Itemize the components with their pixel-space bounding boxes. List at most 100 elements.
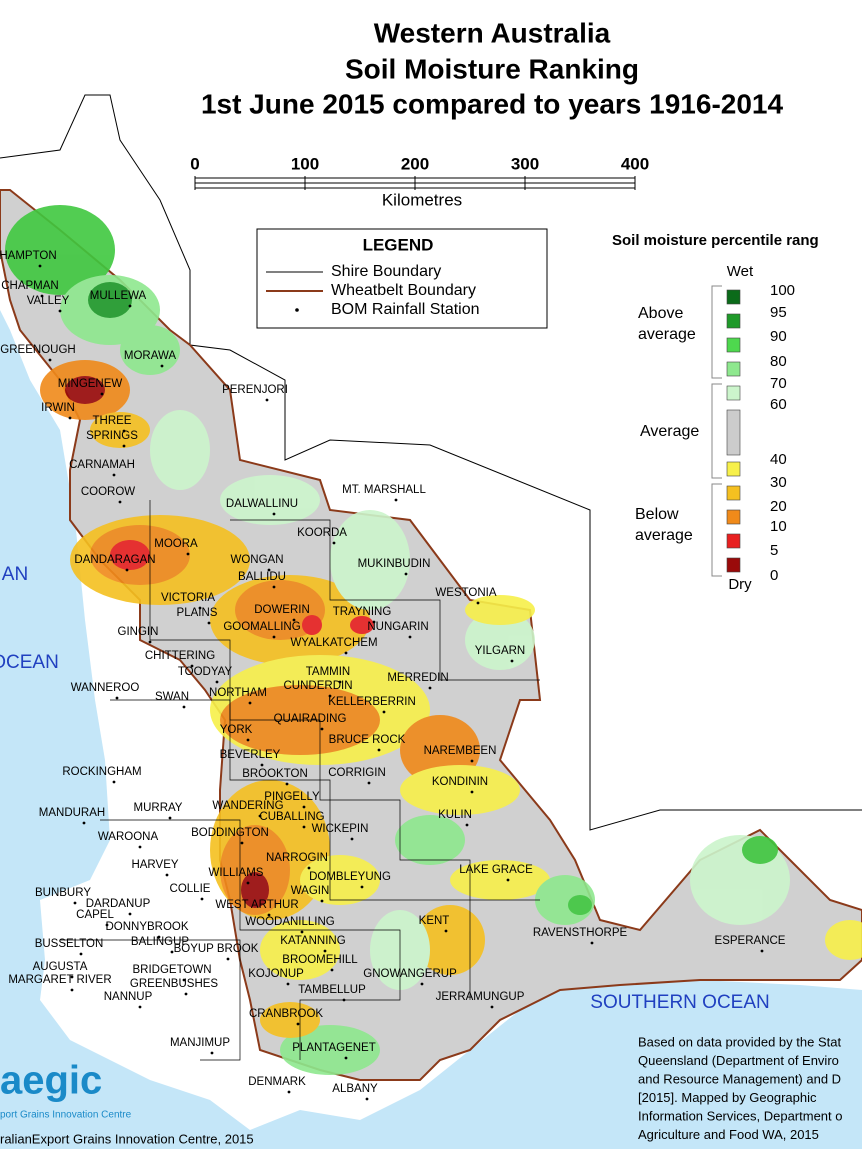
place-label: VICTORIA: [161, 592, 215, 604]
place-label: COOROW: [81, 486, 135, 498]
rainfall-station: [330, 968, 334, 972]
legend-item: Wheatbelt Boundary: [331, 282, 476, 299]
title-line: Western Australia: [374, 17, 611, 48]
rainfall-station: [342, 998, 346, 1002]
place-label: SPRINGS: [86, 430, 138, 442]
place-label: SWAN: [155, 691, 189, 703]
place-label: NANNUP: [104, 991, 153, 1003]
place-label: LAKE GRACE: [459, 864, 533, 876]
place-label: MERREDIN: [387, 672, 448, 684]
place-label: BEVERLEY: [220, 749, 281, 761]
place-label: WILLIAMS: [209, 867, 264, 879]
legend: LEGEND Shire Boundary Wheatbelt Boundary B…: [256, 228, 548, 329]
rainfall-station: [248, 701, 252, 705]
scale-segment: [194, 182, 306, 189]
rainfall-station: [186, 552, 190, 556]
rainfall-station: [590, 941, 594, 945]
scale-segment: [194, 177, 306, 184]
place-label: JERRAMUNGUP: [436, 991, 525, 1003]
dry-label: Dry: [728, 576, 752, 593]
place-label: QUAIRADING: [274, 713, 347, 725]
rainfall-station: [105, 923, 109, 927]
place-label: GOOMALLING: [223, 621, 300, 633]
rainfall-station: [246, 881, 250, 885]
rainfall-station: [70, 988, 74, 992]
percentile-value: 0: [770, 567, 778, 584]
percentile-title: Soil moisture percentile rang: [612, 232, 819, 249]
place-label: WAROONA: [98, 831, 159, 843]
scale-segment: [524, 177, 636, 184]
place-label: IRWIN: [41, 402, 75, 414]
rainfall-station: [115, 696, 119, 700]
credit: ralianExport Grains Innovation Centre, 2…: [0, 1131, 254, 1146]
percentile-value: 70: [770, 375, 787, 392]
percentile-legend: Soil moisture percentile rang Wet Dry 10…: [612, 232, 819, 593]
rainfall-station: [157, 935, 161, 939]
place-label: MARGARET RIVER: [8, 974, 111, 986]
place-label: WAGIN: [291, 885, 330, 897]
place-label: BOYUP BROOK: [174, 943, 259, 955]
place-label: GREENBUSHES: [130, 978, 219, 990]
title: Western Australia Soil Moisture Ranking …: [201, 17, 784, 119]
place-label: GREENOUGH: [0, 344, 75, 356]
place-label: ROCKINGHAM: [62, 766, 141, 778]
rainfall-station: [265, 398, 269, 402]
rainfall-station: [138, 1005, 142, 1009]
place-label: KULIN: [438, 809, 472, 821]
scale-tick-label: 200: [401, 154, 429, 173]
rainfall-station: [122, 429, 126, 433]
place-label: WANDERING: [212, 800, 283, 812]
rainfall-station: [190, 664, 194, 668]
rainfall-station: [267, 568, 271, 572]
place-label: CRANBROOK: [249, 1008, 323, 1020]
percentile-value: 95: [770, 304, 787, 321]
place-label: CARNAMAH: [69, 459, 135, 471]
place-label: CHAPMAN: [1, 280, 59, 292]
place-label: MORAWA: [124, 350, 177, 362]
place-label: CUBALLING: [259, 811, 324, 823]
note-line: and Resource Management) and D: [638, 1071, 841, 1086]
rainfall-station: [272, 635, 276, 639]
legend-item: Shire Boundary: [331, 263, 441, 280]
place-label: DARDANUP: [86, 898, 151, 910]
rainfall-station: [182, 705, 186, 709]
rainfall-station: [332, 541, 336, 545]
rainfall-station: [73, 901, 77, 905]
rainfall-station: [328, 694, 332, 698]
percentile-value: 40: [770, 451, 787, 468]
rainfall-station: [394, 498, 398, 502]
rainfall-station: [286, 982, 290, 986]
place-label: WESTONIA: [435, 587, 496, 599]
place-label: NARROGIN: [266, 852, 328, 864]
rainfall-station: [420, 982, 424, 986]
place-labels: HAMPTON CHAPMAN VALLEY MULLEWA GREENOUGH MORA…: [0, 250, 786, 1101]
place-label: BUSSELTON: [35, 938, 104, 950]
place-label: MT. MARSHALL: [342, 484, 426, 496]
rainfall-station: [490, 1005, 494, 1009]
rainfall-station: [444, 929, 448, 933]
place-label: AUGUSTA: [33, 961, 88, 973]
place-label: ALBANY: [332, 1083, 378, 1095]
rainfall-station: [350, 837, 354, 841]
percentile-group: average: [638, 326, 696, 343]
rainfall-station: [367, 781, 371, 785]
rainfall-station: [360, 885, 364, 889]
place-label: CHITTERING: [145, 650, 215, 662]
state-boundary: [0, 94, 862, 831]
place-label: MANJIMUP: [170, 1037, 230, 1049]
rainfall-station: [272, 585, 276, 589]
rainfall-station: [338, 680, 342, 684]
percentile-swatch: [726, 557, 741, 573]
place-label: MUKINBUDIN: [358, 558, 431, 570]
place-label: HAMPTON: [0, 250, 57, 262]
place-label: GINGIN: [118, 626, 159, 638]
rainfall-station: [125, 568, 129, 572]
place-label: ESPERANCE: [715, 935, 786, 947]
rainfall-station: [404, 572, 408, 576]
rainfall-station: [79, 952, 83, 956]
percentile-group: average: [635, 527, 693, 544]
place-label: PLANTAGENET: [292, 1042, 376, 1054]
rainfall-station: [138, 845, 142, 849]
percentile-swatch: [726, 313, 741, 329]
